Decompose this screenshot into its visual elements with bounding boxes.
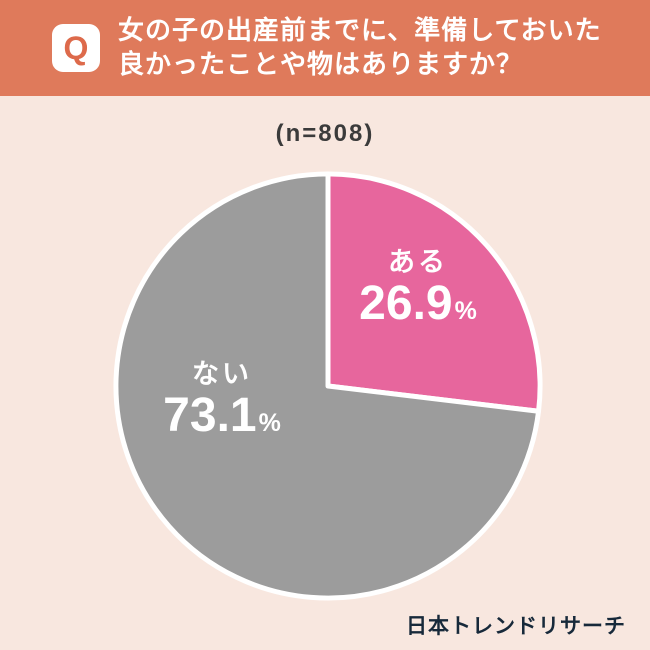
pie-chart-area: ある 26.9% ない 73.1% bbox=[110, 168, 546, 604]
question-badge-letter: Q bbox=[63, 30, 89, 66]
question-badge: Q bbox=[52, 24, 100, 72]
question-header: Q 女の子の出産前までに、準備しておいた 良かったことや物はありますか？ bbox=[0, 0, 650, 96]
brand-label: 日本トレンドリサーチ bbox=[406, 615, 626, 638]
question-title-line-2: 良かったことや物はありますか？ bbox=[118, 49, 524, 79]
pie-slice-ない bbox=[113, 171, 542, 601]
sample-size-label: (n=808) bbox=[275, 120, 375, 147]
pie-chart bbox=[113, 171, 543, 601]
question-title: 女の子の出産前までに、準備しておいた 良かったことや物はありますか？ bbox=[118, 14, 602, 82]
question-title-line-1: 女の子の出産前までに、準備しておいた bbox=[118, 15, 602, 46]
pie-slice-ある bbox=[325, 171, 543, 414]
